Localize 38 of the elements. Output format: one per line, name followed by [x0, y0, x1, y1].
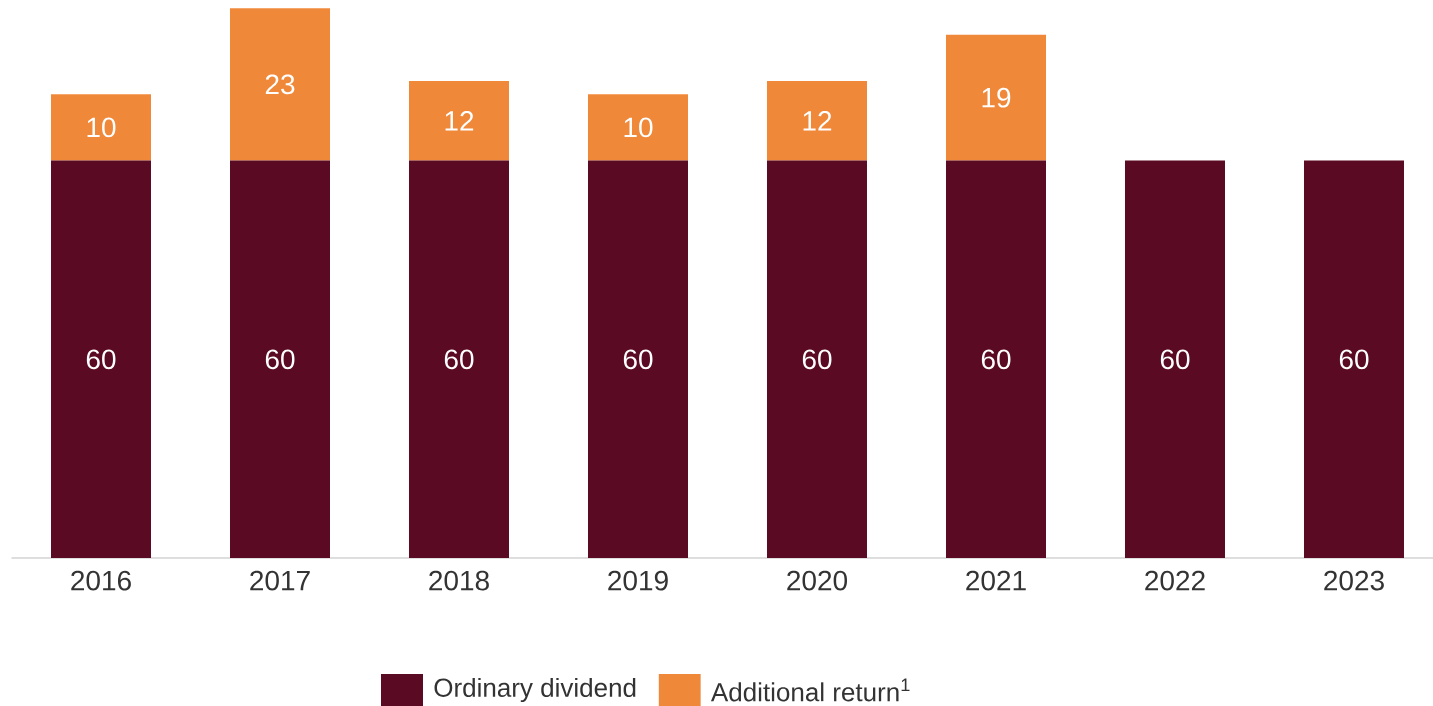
- bar: [51, 160, 151, 558]
- legend-label: Additional return$^{1}$: [710, 678, 910, 702]
- x-tick-label: 2019: [608, 570, 668, 591]
- x-tick-label: 2018: [429, 570, 489, 591]
- data-label: 23: [265, 74, 295, 95]
- x-tick-label: 2021: [966, 570, 1026, 591]
- bar: [588, 160, 688, 558]
- bar: [1124, 160, 1225, 558]
- data-label: 12: [445, 111, 474, 131]
- bar: [945, 160, 1046, 558]
- legend-label: Ordinary dividend: [434, 677, 636, 703]
- bar: [230, 8, 330, 161]
- bar: [588, 94, 688, 161]
- bar: [409, 81, 509, 161]
- data-label: 12: [803, 111, 832, 131]
- x-tick-label: 2023: [1324, 570, 1384, 591]
- bar: [767, 160, 867, 558]
- data-label: 60: [623, 349, 653, 370]
- x-tick-label: 2016: [71, 570, 131, 591]
- bar: [51, 94, 151, 161]
- data-label: 10: [624, 117, 653, 138]
- bar: [945, 34, 1046, 161]
- bar: [409, 160, 509, 558]
- data-label: 60: [1339, 349, 1369, 370]
- x-tick-label: 2020: [787, 570, 848, 591]
- data-label: 60: [444, 349, 474, 370]
- data-label: 60: [981, 349, 1011, 370]
- bar: [230, 160, 330, 558]
- bar: [767, 81, 867, 161]
- bar: [1303, 160, 1404, 558]
- x-tick-label: 2017: [250, 570, 310, 591]
- data-label: 10: [87, 117, 116, 138]
- data-label: 60: [802, 349, 832, 370]
- data-label: 60: [265, 349, 295, 370]
- data-label: 60: [86, 349, 116, 370]
- x-tick-label: 2022: [1145, 570, 1205, 591]
- data-label: 60: [1160, 349, 1190, 370]
- data-label: 19: [982, 87, 1011, 108]
